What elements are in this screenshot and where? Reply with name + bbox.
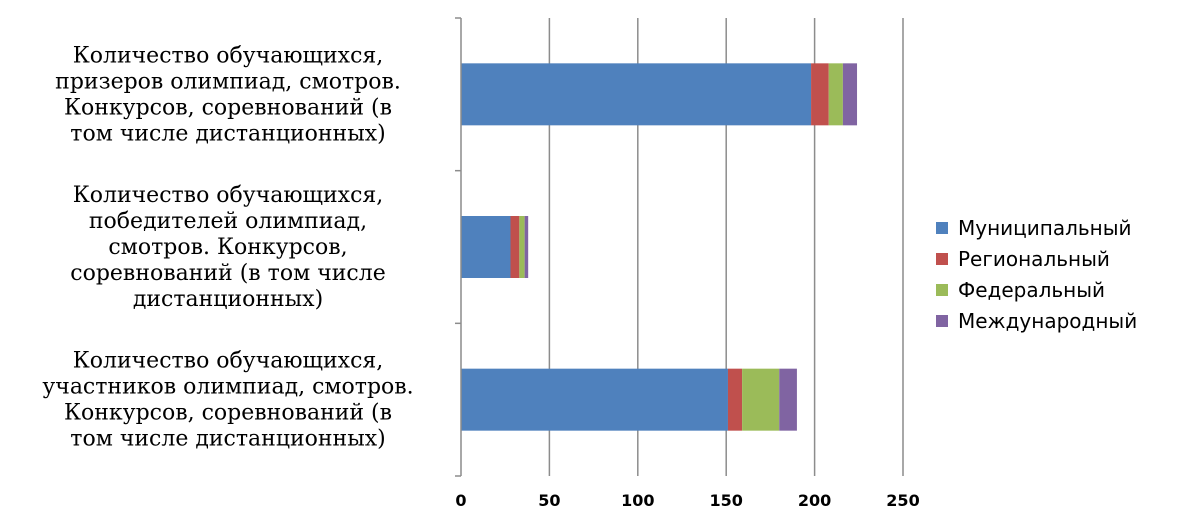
bar-segment-Федеральный xyxy=(519,216,525,278)
category-label: Количество обучающихся, участников олимпи… xyxy=(42,349,413,452)
bar-segment-Международный xyxy=(524,216,529,278)
bar-segment-Международный xyxy=(842,63,858,126)
bar-segment-Региональный xyxy=(811,63,829,126)
bar-segment-Международный xyxy=(779,368,797,431)
legend-swatch xyxy=(936,284,948,296)
x-tick-label: 200 xyxy=(798,491,831,510)
bar-segment-Региональный xyxy=(510,216,520,278)
legend-label: Международный xyxy=(958,309,1137,333)
legend-swatch xyxy=(936,315,948,327)
legend-swatch xyxy=(936,222,948,234)
category-label: Количество обучающихся, победителей олимп… xyxy=(70,183,385,312)
x-tick-label: 100 xyxy=(621,491,654,510)
legend-swatch xyxy=(936,253,948,265)
x-tick-label: 0 xyxy=(455,491,466,510)
x-tick-label: 50 xyxy=(538,491,560,510)
bar-segment-Федеральный xyxy=(742,368,780,431)
x-tick-label: 150 xyxy=(709,491,742,510)
bar-segment-Муниципальный xyxy=(461,63,812,126)
bar-segment-Муниципальный xyxy=(461,368,728,431)
legend-label: Региональный xyxy=(958,247,1110,271)
bar-segment-Муниципальный xyxy=(461,216,511,278)
bar-segment-Региональный xyxy=(727,368,743,431)
legend-label: Муниципальный xyxy=(958,216,1132,240)
category-label: Количество обучающихся, призеров олимпиад… xyxy=(55,43,401,146)
legend-label: Федеральный xyxy=(958,278,1105,302)
x-tick-label: 250 xyxy=(886,491,919,510)
bar-segment-Федеральный xyxy=(828,63,843,126)
